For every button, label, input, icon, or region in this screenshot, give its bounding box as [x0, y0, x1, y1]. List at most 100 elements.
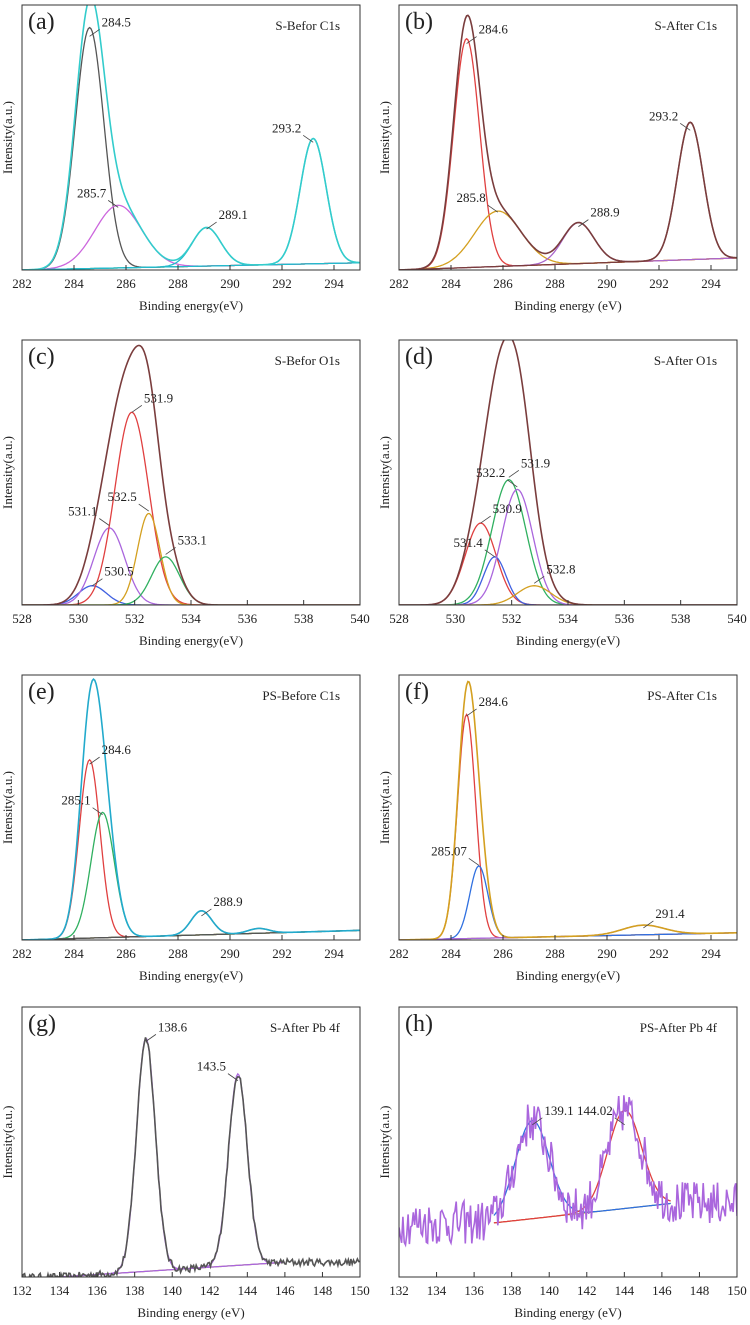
envelope-line [399, 680, 737, 940]
peak-leader-line [145, 1034, 157, 1042]
component-peak-C2 [399, 210, 737, 270]
x-tick-label: 292 [272, 946, 292, 961]
panel-label: (f) [405, 679, 429, 705]
plot-area [22, 1037, 360, 1277]
x-tick-label: 290 [597, 276, 617, 291]
x-tick-label: 148 [690, 1283, 710, 1298]
x-tick-label: 528 [12, 611, 32, 626]
x-tick-label: 288 [545, 946, 565, 961]
x-tick-label: 140 [539, 1283, 559, 1298]
peak-leader-line [533, 575, 545, 584]
peak-label: 284.6 [479, 22, 509, 37]
x-tick-label: 146 [652, 1283, 672, 1298]
x-tick-label: 136 [87, 1283, 107, 1298]
envelope-line [22, 678, 360, 940]
component-peak-C4 [399, 121, 737, 270]
peak-label: 530.5 [104, 564, 133, 579]
chart-panel-c: 528 530 532 534 536 538 540 (c) S-Befor O1s Bindi… [0, 339, 370, 648]
plot-area [399, 14, 737, 270]
x-tick-label: 284 [441, 276, 461, 291]
plot-area [22, 344, 360, 605]
x-tick-label: 290 [597, 946, 617, 961]
x-tick-label: 132 [389, 1283, 409, 1298]
peak-label: 284.6 [479, 694, 509, 709]
peak-leader-line [484, 549, 495, 558]
peak-label: 291.4 [655, 906, 685, 921]
panel-label: (b) [405, 9, 433, 35]
peak-leader-line [227, 1073, 239, 1081]
peak-label: 289.1 [219, 207, 248, 222]
x-tick-label: 294 [701, 276, 721, 291]
x-tick-label: 134 [50, 1283, 70, 1298]
x-tick-label: 140 [162, 1283, 182, 1298]
x-tick-label: 292 [649, 276, 669, 291]
component-peak-C1 [22, 758, 360, 940]
x-tick-label: 532 [502, 611, 522, 626]
x-tick-label: 290 [220, 276, 240, 291]
y-axis-label: Intensity(a.u.) [0, 101, 15, 174]
chart-panel-g: 132 134 136 138 140 142 144 146 148 150 (g) S-After… [0, 1006, 370, 1320]
peak-label: 288.9 [213, 894, 242, 909]
x-tick-label: 284 [64, 276, 84, 291]
y-axis-label: Intensity(a.u.) [377, 101, 392, 174]
chart-panel-a: 282 284 286 288 290 292 294 (a) S-Befor C1s Bindi… [0, 4, 361, 313]
peak-leader-line [507, 479, 518, 488]
x-tick-label: 144 [238, 1283, 258, 1298]
x-tick-label: 538 [294, 611, 314, 626]
plot-area [399, 680, 737, 940]
peak-label: 138.6 [158, 1019, 188, 1034]
panel-label: (h) [405, 1011, 433, 1037]
plot-area [399, 1095, 737, 1248]
peak-label: 533.1 [178, 532, 207, 547]
x-tick-label: 282 [389, 946, 409, 961]
component-peak-C1 [399, 37, 737, 270]
peak-leader-line [99, 518, 110, 526]
x-tick-label: 144 [615, 1283, 635, 1298]
x-axis-label: Binding energy (eV) [514, 1305, 621, 1320]
peak-label: 284.6 [102, 742, 132, 757]
x-tick-label: 138 [502, 1283, 522, 1298]
plot-frame [398, 674, 738, 941]
peak-label: 531.9 [144, 390, 173, 405]
x-tick-label: 532 [125, 611, 145, 626]
peak-leader-line [165, 547, 176, 555]
x-tick-label: 294 [701, 946, 721, 961]
x-tick-label: 150 [727, 1283, 747, 1298]
chart-panel-e: 282 284 286 288 290 292 294 (e) PS-Before C1s Bin… [0, 674, 361, 983]
panel-title: PS-After C1s [647, 688, 717, 703]
panel-title: S-Befor C1s [275, 18, 340, 33]
peak-leader-line [89, 756, 100, 765]
peak-label: 285.1 [61, 793, 90, 808]
panel-label: (g) [28, 1011, 56, 1037]
x-tick-label: 292 [649, 946, 669, 961]
x-tick-label: 540 [350, 611, 370, 626]
x-tick-label: 136 [464, 1283, 484, 1298]
x-tick-label: 536 [615, 611, 635, 626]
peak-leader-line [643, 920, 654, 929]
component-peak-C4 [22, 137, 360, 270]
component-peak-Pb4f7/2 [59, 1037, 285, 1277]
component-peak-Pb4f5/2 [493, 1109, 671, 1224]
peak-leader-line [131, 404, 143, 413]
x-tick-label: 282 [12, 276, 32, 291]
peak-leader-line [92, 807, 103, 816]
x-tick-label: 536 [238, 611, 258, 626]
x-tick-label: 150 [350, 1283, 370, 1298]
x-tick-label: 142 [200, 1283, 220, 1298]
x-tick-label: 288 [168, 946, 188, 961]
peak-leader-line [487, 204, 499, 213]
peak-label: 139.1 [544, 1103, 573, 1118]
x-tick-label: 538 [671, 611, 691, 626]
panel-title: S-After Pb 4f [270, 1020, 341, 1035]
y-axis-label: Intensity(a.u.) [0, 1106, 15, 1179]
peak-leader-line [466, 36, 477, 44]
panel-title: S-Befor O1s [275, 353, 340, 368]
x-tick-label: 530 [446, 611, 466, 626]
peak-label: 288.9 [590, 205, 619, 220]
peak-label: 532.2 [476, 465, 505, 480]
x-axis-label: Binding energy(eV) [516, 633, 620, 648]
x-tick-label: 282 [12, 946, 32, 961]
x-tick-label: 286 [493, 276, 513, 291]
peak-leader-line [206, 221, 217, 230]
